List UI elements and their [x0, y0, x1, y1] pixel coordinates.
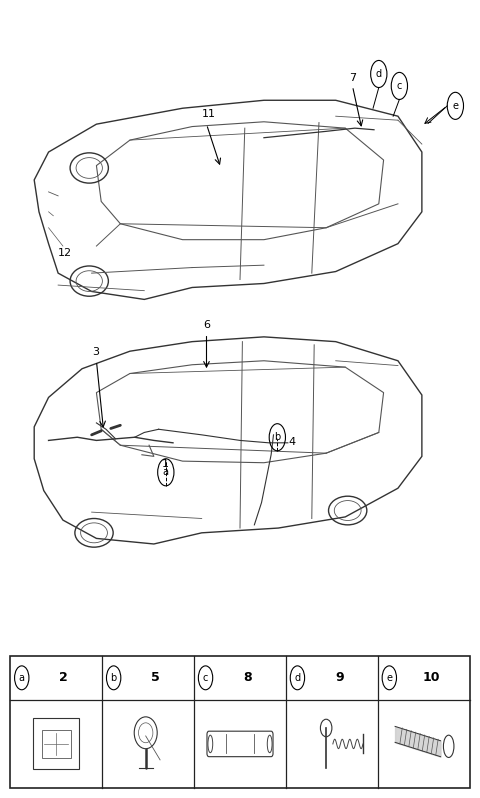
- Bar: [42, 729, 71, 758]
- Text: b: b: [110, 673, 117, 683]
- Text: 3: 3: [92, 347, 99, 357]
- Text: c: c: [203, 673, 208, 683]
- Ellipse shape: [208, 735, 213, 753]
- Text: a: a: [163, 468, 169, 477]
- Ellipse shape: [267, 735, 272, 753]
- Text: 8: 8: [243, 671, 252, 685]
- Text: 12: 12: [58, 247, 72, 258]
- Text: 9: 9: [335, 671, 344, 685]
- Text: 7: 7: [349, 73, 356, 83]
- Text: 1: 1: [162, 459, 169, 468]
- Text: d: d: [376, 69, 382, 79]
- Text: 11: 11: [202, 109, 216, 119]
- Text: e: e: [386, 673, 392, 683]
- Text: b: b: [274, 433, 280, 442]
- Text: e: e: [452, 101, 458, 111]
- Bar: [10, 655, 470, 788]
- Text: 2: 2: [59, 671, 68, 685]
- Bar: [33, 717, 79, 769]
- Text: c: c: [396, 81, 402, 91]
- Text: 4: 4: [288, 437, 295, 447]
- Text: 5: 5: [151, 671, 160, 685]
- Text: d: d: [294, 673, 300, 683]
- Text: 6: 6: [203, 321, 210, 330]
- Text: a: a: [19, 673, 25, 683]
- Text: 10: 10: [422, 671, 440, 685]
